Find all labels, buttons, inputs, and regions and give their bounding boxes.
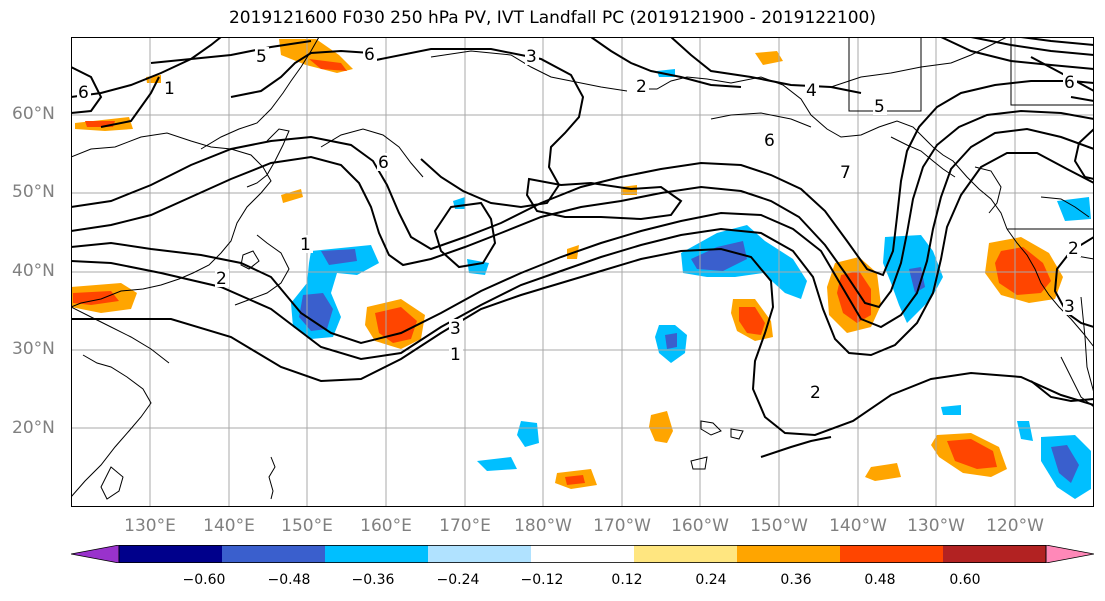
- contour-label: 3: [450, 319, 461, 339]
- colorbar-frame: [118, 545, 1047, 564]
- lat-label: 60°N: [12, 104, 55, 124]
- colorbar-segment: [737, 545, 841, 563]
- colorbar-tick: 0.24: [695, 572, 727, 588]
- colorbar-tick: 0.48: [864, 572, 896, 588]
- contour-label: 1: [300, 235, 311, 255]
- contour-label: 3: [1064, 297, 1075, 317]
- lon-label: 140°E: [203, 516, 255, 536]
- lon-label: 130°E: [124, 516, 176, 536]
- colorbar-extend-min: [70, 544, 120, 564]
- contour-label: 6: [1064, 73, 1075, 93]
- contour-label: 6: [378, 153, 389, 173]
- colorbar-tick: 0.12: [611, 572, 643, 588]
- contour-label: 6: [764, 131, 775, 151]
- contour-label: 3: [526, 47, 537, 67]
- lon-label: 140°W: [829, 516, 887, 536]
- colorbar-tick: −0.60: [182, 572, 226, 588]
- contour-label: 2: [636, 77, 647, 97]
- colorbar-tick: −0.12: [520, 572, 564, 588]
- lon-label: 150°E: [281, 516, 333, 536]
- colorbar-segment: [840, 545, 944, 563]
- contour-label: 1: [164, 79, 175, 99]
- contour-label: 5: [256, 47, 267, 67]
- lat-label: 40°N: [12, 261, 55, 281]
- colorbar-tick: −0.36: [351, 572, 395, 588]
- contour-label: 4: [806, 81, 817, 101]
- lon-label: 150°W: [750, 516, 808, 536]
- colorbar-tick: −0.24: [436, 572, 480, 588]
- colorbar-tick: 0.60: [949, 572, 981, 588]
- colorbar-tick: 0.36: [780, 572, 812, 588]
- colorbar-segment: [119, 545, 223, 563]
- lat-label: 30°N: [12, 339, 55, 359]
- lon-label: 120°W: [986, 516, 1044, 536]
- lon-label: 130°W: [907, 516, 965, 536]
- map-panel: 1 1 2 2 2 3 3 4 5 5 6 6 6 7 2 1 6 3 6: [71, 37, 1094, 507]
- colorbar-extend-max: [1045, 544, 1095, 564]
- lon-label: 170°W: [593, 516, 651, 536]
- lat-label: 50°N: [12, 182, 55, 202]
- colorbar-segment: [531, 545, 635, 563]
- contour-label: 6: [364, 45, 375, 65]
- contour-label: 5: [874, 97, 885, 117]
- positive-anomaly-shading: [71, 39, 1063, 489]
- colorbar-segment: [222, 545, 326, 563]
- colorbar-segment: [943, 545, 1047, 563]
- contour-label: 2: [1068, 239, 1079, 259]
- lon-label: 180°W: [514, 516, 572, 536]
- contour-label: 7: [840, 163, 851, 183]
- colorbar: [70, 544, 1095, 564]
- colorbar-tick: −0.48: [267, 572, 311, 588]
- colorbar-segment: [428, 545, 532, 563]
- lon-label: 170°E: [439, 516, 491, 536]
- map-title: 2019121600 F030 250 hPa PV, IVT Landfall…: [228, 8, 876, 28]
- contour-labels: 1 1 2 2 2 3 3 4 5 5 6 6 6 7 2 1 6 3 6: [77, 45, 1081, 403]
- pv-contours: [71, 37, 1094, 458]
- map-gridlines: [71, 37, 1094, 507]
- colorbar-segment: [634, 545, 738, 563]
- colorbar-segment: [325, 545, 429, 563]
- contour-label: 1: [450, 345, 461, 365]
- contour-label: 6: [78, 83, 89, 103]
- contour-label: 2: [216, 269, 227, 289]
- lat-label: 20°N: [12, 418, 55, 438]
- lon-label: 160°W: [671, 516, 729, 536]
- contour-label: 2: [810, 383, 821, 403]
- map-frame: [71, 37, 1094, 507]
- lon-label: 160°E: [360, 516, 412, 536]
